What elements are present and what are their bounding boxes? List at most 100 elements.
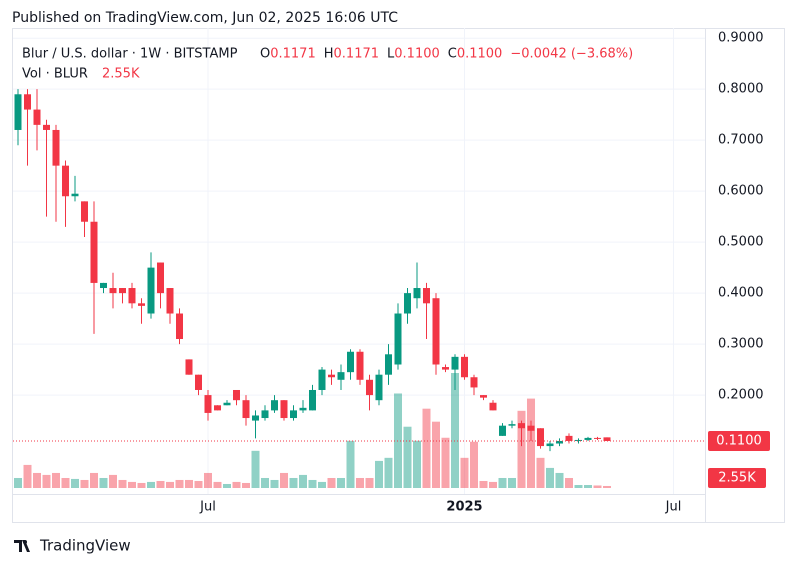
candle-body <box>527 425 535 431</box>
candle-body <box>451 356 459 370</box>
logo: TradingView <box>14 537 131 555</box>
symbol: Blur / U.S. dollar · 1W · BITSTAMP <box>22 47 238 62</box>
candle-body <box>157 262 164 294</box>
volume-bar <box>80 479 89 488</box>
candle-body <box>537 428 544 447</box>
candle-body <box>565 435 573 441</box>
legend-value: 0.1100 <box>457 47 503 62</box>
published-note: Published on TradingView.com, Jun 02, 20… <box>12 10 398 26</box>
legend-key: O <box>260 47 270 62</box>
y-tick-label: 0.7000 <box>718 133 764 148</box>
candle-body <box>128 288 136 304</box>
volume-bar <box>251 450 260 488</box>
candle-body <box>214 405 221 411</box>
candle-body <box>356 351 364 380</box>
volume-bar <box>175 479 184 488</box>
volume-bar <box>128 481 136 488</box>
volume-bar <box>242 482 250 488</box>
volume-bar <box>527 398 535 488</box>
candle-body <box>594 437 601 439</box>
volume-bar <box>280 472 288 488</box>
x-tick-label: 2025 <box>446 500 482 515</box>
candle-body <box>204 395 212 413</box>
last-price-label: 0.1100 <box>716 433 762 448</box>
volume-bar <box>479 480 488 488</box>
candle-body <box>375 374 383 401</box>
volume-bar <box>194 480 203 488</box>
volume-bar <box>137 482 146 488</box>
volume-bar <box>346 440 355 488</box>
legend-value: 0.1100 <box>394 47 440 62</box>
candle-body <box>508 424 516 426</box>
legend: Blur / U.S. dollar · 1W · BITSTAMP Vol ·… <box>22 47 633 82</box>
volume-bar <box>555 472 564 488</box>
candle-body <box>109 288 117 294</box>
volume-bar <box>71 478 79 488</box>
volume-bar <box>365 477 374 488</box>
volume-bar <box>52 472 60 488</box>
volume-bar <box>584 485 592 488</box>
candle-body <box>223 402 231 406</box>
y-tick-label: 0.6000 <box>718 184 764 199</box>
candle-body <box>309 389 316 411</box>
candle-body <box>394 313 402 365</box>
volume-bar <box>337 477 345 488</box>
volume-title: Vol · BLUR <box>22 67 88 82</box>
volume-bar <box>270 479 279 488</box>
volume-bar <box>508 477 516 488</box>
candle-body <box>233 389 240 401</box>
volume-bar <box>356 477 364 488</box>
volume-bar <box>289 477 298 488</box>
candle-body <box>14 94 22 130</box>
candle-body <box>413 288 421 299</box>
volume-bar <box>593 485 602 488</box>
candle-body <box>480 395 487 398</box>
volume-bar <box>185 479 193 488</box>
logo-text: TradingView <box>39 537 131 555</box>
volume-bar <box>422 408 431 488</box>
candle-body <box>261 410 269 419</box>
volume-bar <box>33 472 41 488</box>
volume-bar <box>213 481 222 488</box>
volume-bar <box>42 474 51 488</box>
volume-bar <box>318 481 326 488</box>
volume-bar <box>308 479 317 488</box>
candle-body <box>328 374 335 378</box>
candle-body <box>138 303 145 306</box>
candle-body <box>100 282 107 289</box>
candle-body <box>271 400 278 411</box>
candle-body <box>52 129 60 166</box>
volume-bar <box>118 479 127 488</box>
candle-body <box>81 201 88 222</box>
y-tick-label: 0.2000 <box>718 388 764 403</box>
y-tick-label: 0.9000 <box>718 31 764 46</box>
candle-body <box>318 369 326 390</box>
volume-bar <box>546 467 554 488</box>
volume-bar <box>517 410 526 488</box>
candle-body <box>242 400 250 419</box>
volume-bar <box>99 477 108 488</box>
last-volume-label: 2.55K <box>718 471 756 486</box>
legend-key: C <box>448 47 457 62</box>
candle-body <box>33 109 41 125</box>
volume-value: 2.55K <box>102 67 140 82</box>
volume-bar <box>90 472 98 488</box>
candle-body <box>489 402 497 411</box>
candle-body <box>176 313 183 340</box>
candle-body <box>280 400 288 419</box>
volume-bar <box>489 481 497 488</box>
candle-body <box>575 439 582 441</box>
candle-body <box>24 94 31 110</box>
legend-change: −0.0042 (−3.68%) <box>510 47 633 62</box>
volume-bar <box>61 477 70 488</box>
volume-bar <box>536 457 545 488</box>
candle-body <box>584 437 592 440</box>
candle-body <box>299 407 307 411</box>
volume-bar <box>460 457 469 488</box>
candle-body <box>90 221 98 283</box>
candle-body <box>423 288 430 304</box>
volume-bar <box>498 477 507 488</box>
x-tick-label: Jul <box>665 500 682 515</box>
last-price-tag <box>708 430 770 451</box>
volume-bar <box>565 477 573 488</box>
